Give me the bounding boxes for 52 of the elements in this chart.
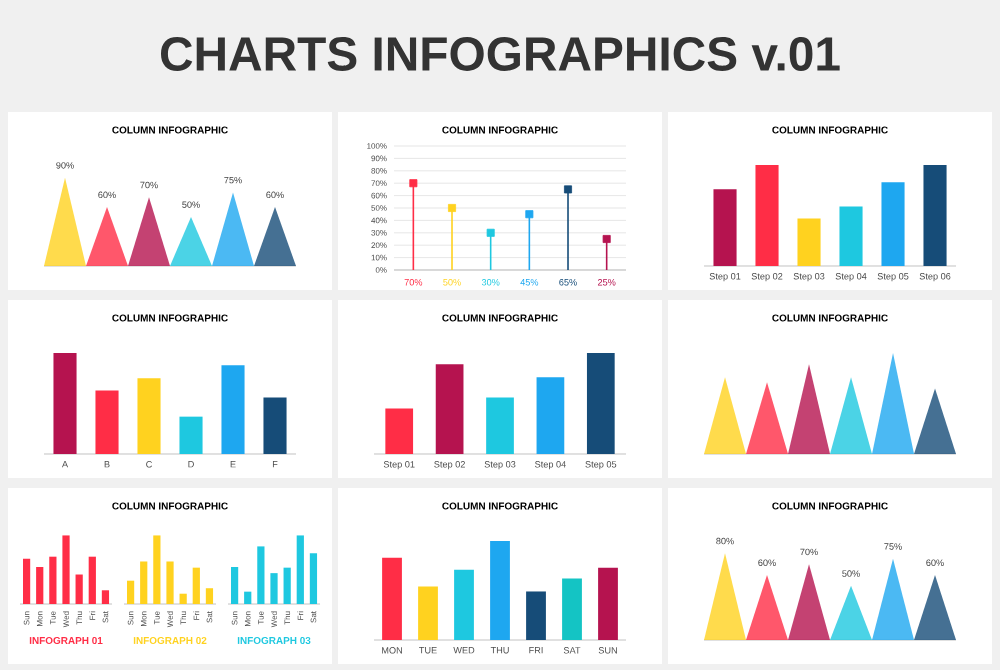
point bbox=[448, 204, 457, 212]
bar bbox=[385, 408, 414, 454]
bar bbox=[101, 590, 110, 604]
point bbox=[409, 179, 418, 188]
bar bbox=[95, 390, 119, 454]
bar bbox=[536, 377, 565, 454]
point bbox=[564, 185, 572, 194]
bar bbox=[263, 397, 287, 454]
bar bbox=[418, 586, 438, 640]
bar bbox=[153, 535, 161, 604]
bar bbox=[283, 567, 291, 604]
bar bbox=[36, 566, 44, 604]
bar bbox=[230, 566, 239, 604]
bar bbox=[296, 535, 304, 604]
bar bbox=[192, 567, 200, 604]
bar bbox=[179, 593, 187, 604]
bar bbox=[49, 556, 57, 604]
bar bbox=[454, 569, 474, 640]
point bbox=[486, 228, 495, 237]
bar bbox=[486, 397, 514, 454]
bar bbox=[88, 556, 96, 604]
bar bbox=[382, 557, 402, 640]
bar bbox=[137, 378, 161, 454]
bar bbox=[839, 206, 863, 266]
point bbox=[602, 235, 611, 243]
bar bbox=[586, 353, 615, 454]
bar bbox=[244, 591, 252, 604]
bar bbox=[22, 558, 31, 604]
bar bbox=[490, 540, 510, 640]
bar bbox=[435, 364, 464, 454]
bar bbox=[221, 365, 245, 454]
bar bbox=[923, 165, 947, 266]
bar bbox=[270, 573, 278, 604]
bar bbox=[257, 546, 265, 604]
bar bbox=[126, 580, 135, 604]
bar bbox=[598, 567, 618, 640]
bar bbox=[179, 416, 203, 454]
bar bbox=[797, 218, 821, 266]
bar bbox=[140, 561, 148, 604]
point bbox=[525, 210, 534, 219]
bar bbox=[562, 578, 582, 640]
bar bbox=[205, 588, 214, 604]
bar bbox=[881, 182, 905, 266]
bar bbox=[75, 574, 83, 604]
bar bbox=[755, 165, 779, 266]
bar bbox=[166, 561, 174, 604]
bar bbox=[62, 535, 70, 604]
bar bbox=[713, 189, 737, 266]
bar bbox=[526, 591, 546, 640]
text: CHARTS INFOGRAPHICS v.01 bbox=[160, 37, 840, 71]
bar bbox=[309, 553, 318, 604]
bar bbox=[53, 353, 77, 454]
